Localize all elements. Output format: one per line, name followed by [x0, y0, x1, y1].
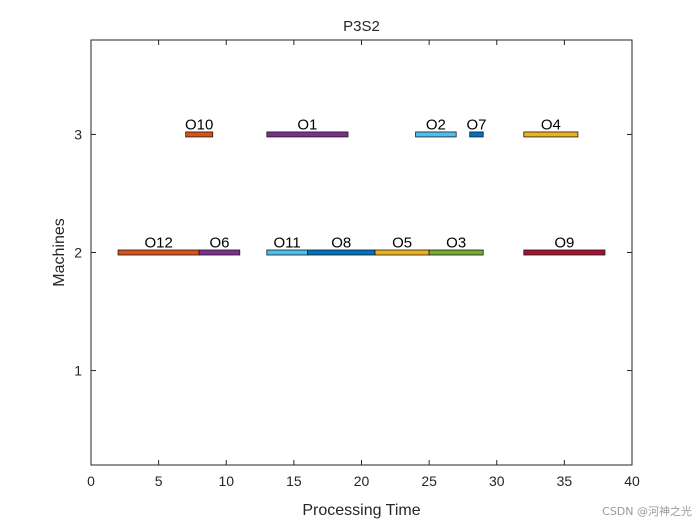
task-label-o9: O9 [554, 235, 574, 252]
task-label-o2: O2 [426, 116, 446, 133]
y-axis-label: Machines [51, 218, 68, 286]
x-tick-label: 10 [218, 473, 234, 489]
y-tick-label: 1 [74, 363, 82, 379]
task-label-o7: O7 [466, 116, 486, 133]
task-bar-o10 [185, 131, 214, 138]
y-tick-label: 3 [74, 126, 82, 142]
chart-title: P3S2 [343, 18, 380, 35]
x-tick-label: 0 [87, 473, 95, 489]
x-tick-label: 40 [624, 473, 640, 489]
x-tick-label: 5 [155, 473, 163, 489]
task-bar-o7 [469, 131, 484, 138]
task-label-o12: O12 [144, 235, 172, 252]
task-bar-o4 [523, 131, 579, 138]
task-label-o1: O1 [297, 116, 317, 133]
task-bar-o1 [266, 131, 349, 138]
x-tick-label: 25 [421, 473, 437, 489]
x-tick-label: 15 [286, 473, 302, 489]
task-bars [117, 131, 606, 256]
x-axis-label: Processing Time [302, 502, 420, 519]
task-labels: O10 O1 O2 O7 O4 O12 O6 O11 O8 O5 O3 O9 [144, 116, 574, 251]
y-tick-label: 2 [74, 245, 82, 261]
task-label-o3: O3 [446, 235, 466, 252]
task-label-o6: O6 [209, 235, 229, 252]
task-bar-o6 [198, 249, 241, 256]
task-label-o11: O11 [273, 235, 300, 252]
x-tick-label: 35 [557, 473, 573, 489]
axis-ticks: 0 5 10 15 20 25 30 35 40 1 2 3 [74, 40, 640, 489]
watermark: CSDN @河神之光 [602, 505, 692, 518]
task-label-o10: O10 [185, 116, 213, 133]
x-tick-label: 30 [489, 473, 505, 489]
task-label-o8: O8 [331, 235, 351, 252]
task-bar-o9 [523, 249, 606, 256]
task-label-o5: O5 [392, 235, 412, 252]
task-bar-o3 [428, 249, 484, 256]
task-label-o4: O4 [541, 116, 561, 133]
x-tick-label: 20 [354, 473, 370, 489]
task-bar-o2 [415, 131, 457, 138]
